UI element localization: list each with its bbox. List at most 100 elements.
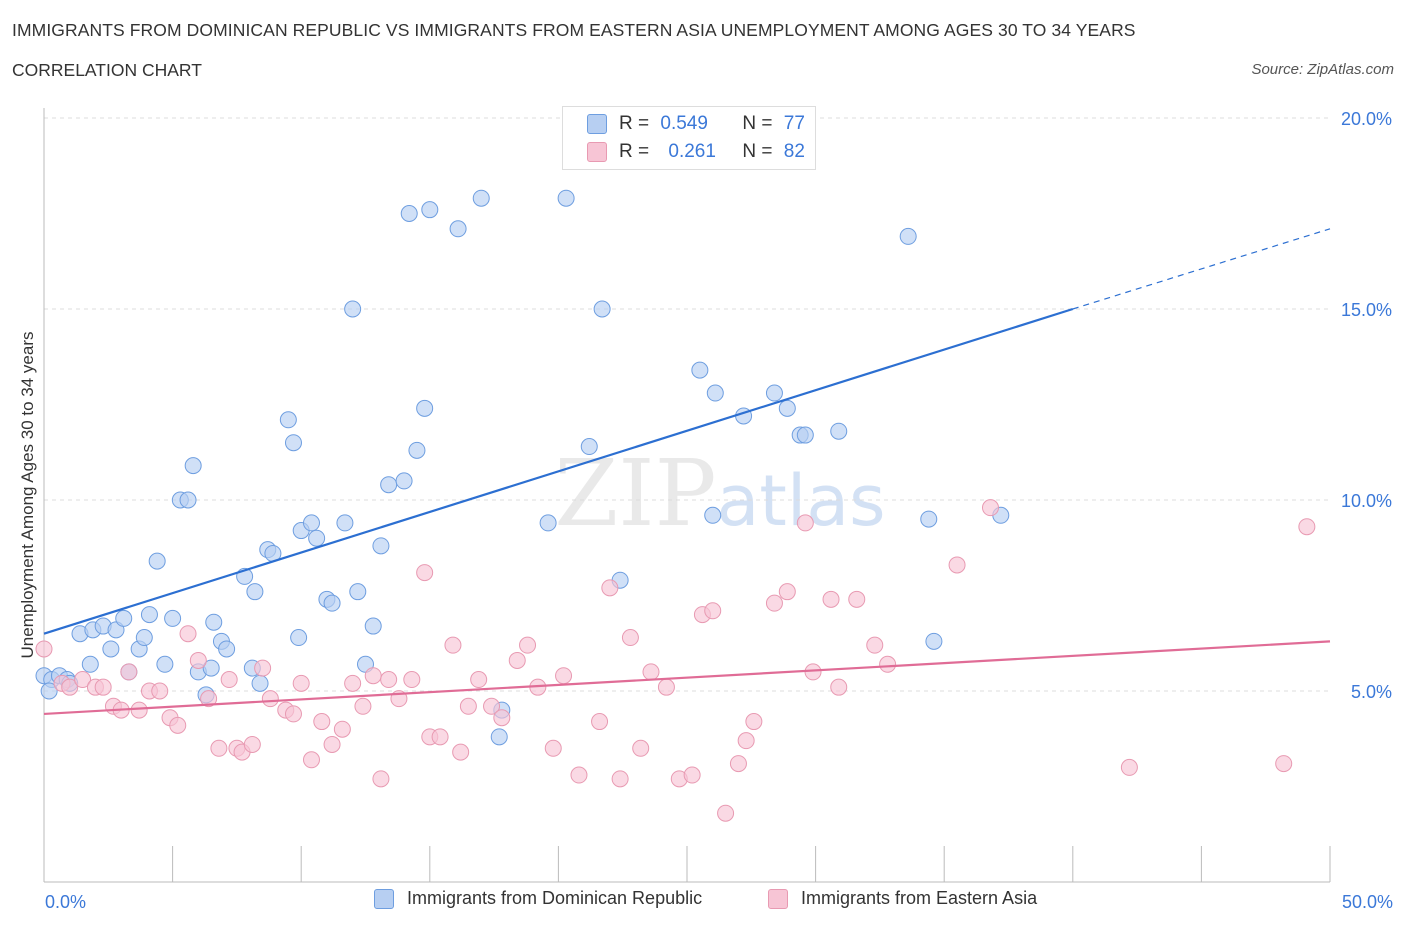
data-point [470,671,488,689]
legend-label: Immigrants from Dominican Republic [407,888,703,908]
data-point [302,514,320,532]
data-point [691,361,709,379]
data-point [1275,755,1293,773]
data-point [148,552,166,570]
data-point [555,667,573,685]
data-point [421,201,439,219]
data-point [601,579,619,597]
trend-line-extension [1072,228,1331,310]
data-point [94,678,112,696]
trend-lines [43,228,1331,716]
data-point [408,441,426,459]
data-point [539,514,557,532]
data-point [400,205,418,222]
data-point [184,457,202,475]
n-label: N = [742,113,773,134]
data-point [120,663,138,681]
data-point [251,674,269,692]
data-point [765,594,783,612]
data-point [333,720,351,738]
data-point [344,300,362,318]
legend-swatch-blue [374,888,394,909]
series-legend: Immigrants from Dominican Republic Immig… [0,888,1406,916]
data-point [830,678,848,696]
data-point [292,674,310,692]
data-point [284,705,302,723]
data-point [102,640,120,658]
data-point [557,189,575,207]
data-point [243,735,261,753]
tick-labels: 5.0% 10.0% 15.0% 20.0% 0.0% 50.0% [45,109,1393,912]
data-point [246,583,264,601]
chart-subtitle: CORRELATION CHART [12,60,202,80]
data-point [444,636,462,654]
data-point [349,583,367,601]
chart-title: IMMIGRANTS FROM DOMINICAN REPUBLIC VS IM… [12,20,1136,40]
data-point [284,434,302,452]
data-point [372,770,390,788]
data-point [169,716,187,734]
data-point [717,804,735,822]
data-point [879,655,897,673]
data-point [202,659,220,677]
data-point [593,300,611,318]
r-label: R = [619,113,650,134]
data-point [948,556,966,574]
r-value: 0.549 [660,113,708,134]
data-point [218,640,236,658]
data-point [151,682,169,700]
data-point [611,770,629,788]
y-tick-label: 10.0% [1341,491,1392,511]
trend-line [43,307,1074,635]
data-point [580,438,598,456]
data-point [981,499,999,517]
r-value: 0.261 [668,141,716,162]
data-point [220,671,238,689]
data-point [279,411,297,429]
data-point [621,629,639,647]
data-point [657,678,675,696]
data-point [364,667,382,685]
data-point [179,625,197,643]
n-value: 82 [783,141,805,162]
y-tick-label: 5.0% [1351,682,1392,702]
data-point [778,583,796,601]
data-point [899,227,917,245]
data-point [519,636,537,654]
data-point [508,651,526,669]
data-point [452,743,470,761]
stats-legend: R = 0.549 N = 77 R = 0.261 N = 82 [562,106,816,170]
n-value: 77 [783,113,805,134]
data-point [920,510,938,528]
data-point [729,755,747,773]
legend-swatch-blue [587,114,607,134]
data-point [313,713,331,731]
data-point [74,671,92,689]
data-point [848,590,866,608]
data-point [135,629,153,647]
data-point [416,564,434,582]
data-point [778,399,796,417]
data-point [796,426,814,444]
data-point [372,537,390,555]
data-point [704,602,722,620]
data-point [205,613,223,631]
data-point [164,609,182,627]
data-point [302,751,320,769]
data-point [493,709,511,727]
data-point [745,713,763,731]
legend-item-dominican-republic: Immigrants from Dominican Republic [374,888,702,909]
stats-row-eastern-asia: R = 0.261 N = 82 [587,140,805,164]
data-point [449,220,467,238]
data-point [416,399,434,417]
data-point [115,609,133,627]
data-point [642,663,660,681]
r-label: R = [619,141,650,162]
data-point [570,766,588,784]
data-point [796,514,814,532]
data-point [1298,518,1316,536]
y-tick-label: 15.0% [1341,300,1392,320]
series-eastern-asia-points [35,499,1316,822]
data-point [156,655,174,673]
data-point [822,590,840,608]
